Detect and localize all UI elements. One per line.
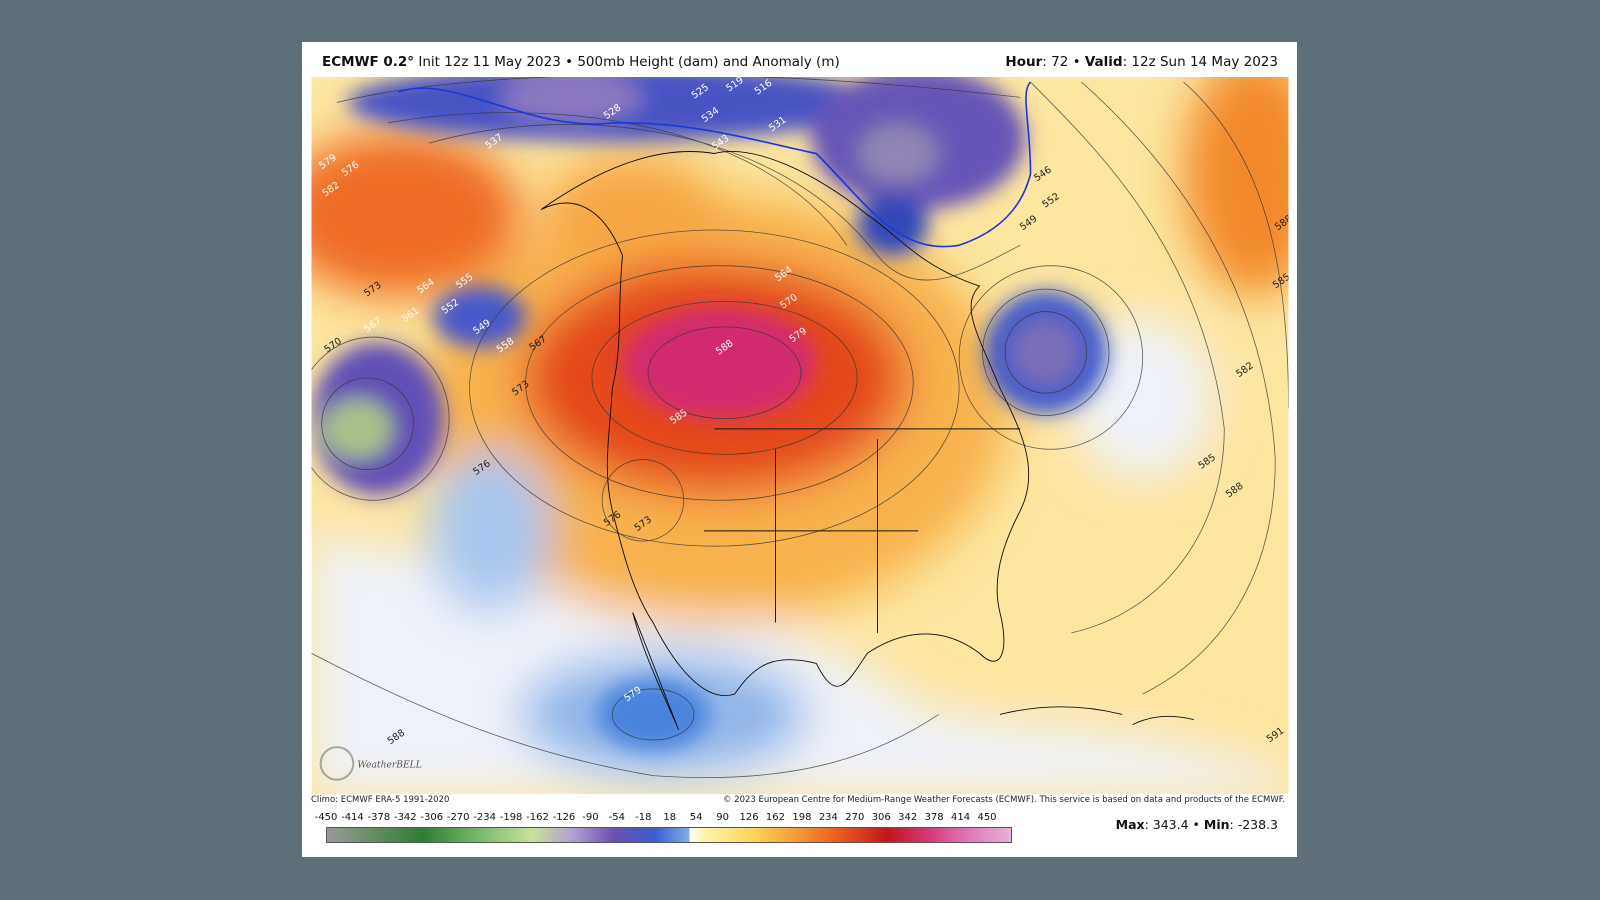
map-card: ECMWF 0.2° Init 12z 11 May 2023 • 500mb … (302, 42, 1297, 857)
min-label: Min (1203, 817, 1230, 832)
colorbar-label: -54 (608, 812, 625, 823)
colorbar-label: 90 (716, 812, 729, 823)
valid-label: Valid (1084, 54, 1123, 70)
colorbar-label: -126 (552, 812, 576, 823)
colorbar-label: -342 (393, 812, 417, 823)
colorbar-label: 234 (818, 812, 838, 823)
colorbar-label: -90 (582, 812, 599, 823)
colorbar-label: 162 (765, 812, 786, 823)
colorbar-label: -378 (367, 812, 391, 823)
colorbar-label: 198 (792, 812, 812, 823)
header-valid: Hour: 72 • Valid: 12z Sun 14 May 2023 (1005, 54, 1278, 70)
colorbar-label: -306 (420, 812, 444, 823)
colorbar-label: -234 (473, 812, 496, 823)
copyright: © 2023 European Centre for Medium-Range … (722, 795, 1285, 805)
min-text: : -238.3 (1229, 817, 1278, 832)
colorbar-label: 54 (689, 812, 703, 823)
colorbar-label: -270 (446, 812, 470, 823)
colorbar-label: 306 (871, 812, 891, 823)
description: Init 12z 11 May 2023 • 500mb Height (dam… (418, 54, 840, 70)
colorbar-label: 378 (924, 812, 944, 823)
colorbar-label: 414 (951, 812, 971, 823)
header-title: ECMWF 0.2° Init 12z 11 May 2023 • 500mb … (322, 54, 840, 70)
colorbar-labels: -450 -414 -378 -342 -306 -270 -234 -198 -162 -126… (302, 812, 1062, 826)
colorbar-label: 126 (739, 812, 759, 823)
colorbar-label: -198 (499, 812, 523, 823)
height-contours (311, 77, 1289, 778)
max-text: : 343.4 • (1144, 817, 1200, 832)
model: ECMWF 0.2° (322, 54, 415, 70)
colorbar-label: 450 (977, 812, 997, 823)
colorbar (326, 827, 1012, 843)
hour-label: Hour (1005, 54, 1043, 70)
max-min: Max: 343.4 • Min: -238.3 (1116, 817, 1278, 832)
hour-text: : 72 • (1042, 54, 1081, 70)
colorbar-label: 270 (845, 812, 865, 823)
map: 5885855795705645735765765735675585495525… (311, 77, 1289, 794)
max-label: Max (1115, 817, 1145, 832)
colorbar-label: 342 (898, 812, 918, 823)
valid-text: : 12z Sun 14 May 2023 (1122, 54, 1278, 70)
colorbar-label: -450 (314, 812, 338, 823)
colorbar-label: -414 (341, 812, 364, 823)
logo: WeatherBELL (357, 759, 422, 770)
climo-credit: Climo: ECMWF ERA-5 1991-2020 (311, 795, 450, 805)
coastlines (540, 151, 1194, 730)
colorbar-label: -18 (635, 812, 652, 823)
colorbar-label: 18 (663, 812, 677, 823)
colorbar-label: -162 (526, 812, 549, 823)
